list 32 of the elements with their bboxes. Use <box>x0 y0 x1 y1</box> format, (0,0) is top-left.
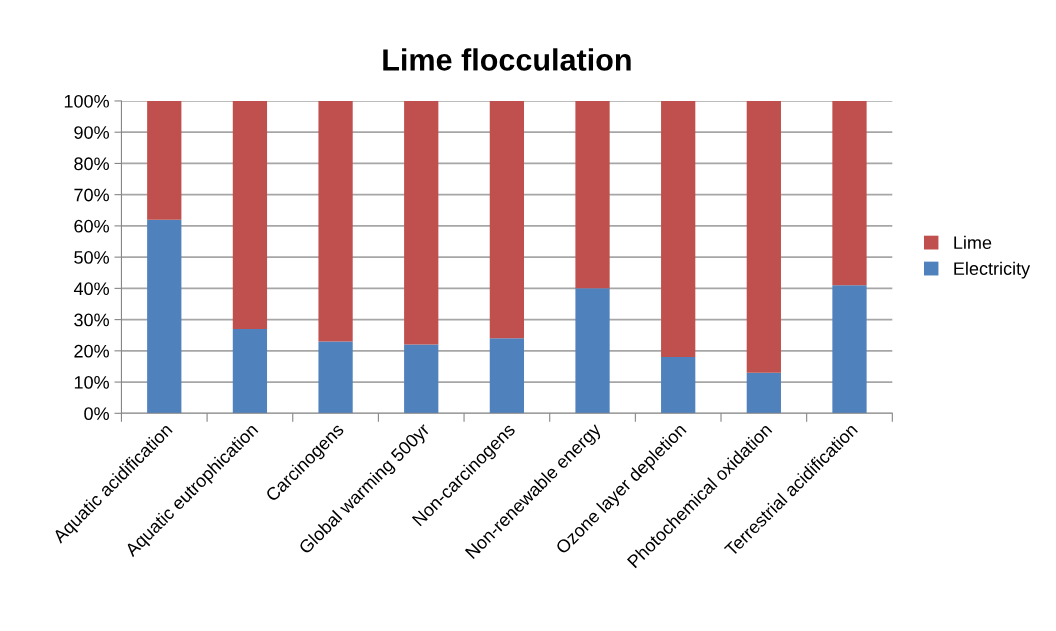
bar <box>147 219 182 414</box>
bar <box>232 100 268 329</box>
y-tick-label: 0% <box>84 407 109 421</box>
bar <box>575 288 610 414</box>
bar <box>318 341 353 414</box>
legend-label: Electricity <box>954 261 1031 279</box>
y-tick-label: 50% <box>74 251 109 264</box>
y-tick-label: 20% <box>74 344 109 358</box>
bar <box>661 357 696 414</box>
y-tick-label: 60% <box>74 219 109 233</box>
y-tick-label: 90% <box>74 126 109 139</box>
legend-label: Lime <box>954 235 992 250</box>
bar <box>832 100 867 286</box>
bar <box>147 100 182 220</box>
chart-title: Lime flocculation <box>383 48 631 71</box>
bar <box>232 328 268 414</box>
y-tick-label: 10% <box>74 376 109 389</box>
bar <box>489 100 525 339</box>
y-tick-label: 70% <box>74 188 109 202</box>
y-tick-label: 100% <box>64 94 109 108</box>
bar <box>404 344 439 414</box>
bar <box>575 100 610 289</box>
bar <box>318 100 353 342</box>
bar <box>404 100 439 345</box>
y-tick-label: 30% <box>74 313 109 327</box>
bar <box>832 285 867 414</box>
bar <box>661 100 696 358</box>
bar <box>489 338 525 414</box>
bar <box>746 372 781 414</box>
bar <box>746 100 781 373</box>
y-tick-label: 40% <box>73 282 109 296</box>
y-tick-label: 80% <box>74 157 109 171</box>
